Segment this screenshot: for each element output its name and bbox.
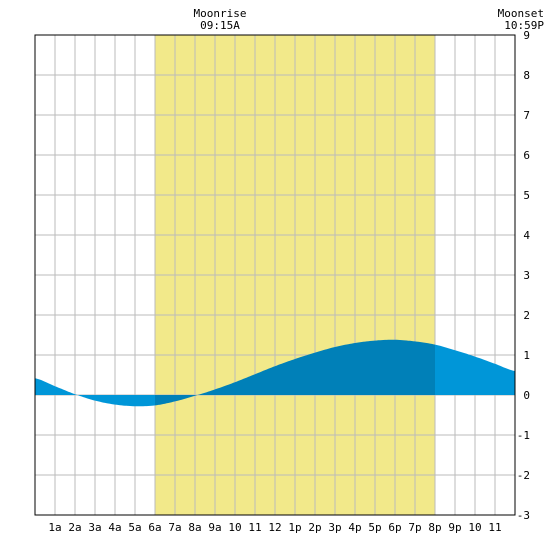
x-tick-label: 4a	[108, 521, 121, 534]
x-tick-label: 3p	[328, 521, 341, 534]
x-tick-label: 1p	[288, 521, 301, 534]
x-tick-label: 6p	[388, 521, 401, 534]
y-tick-label: 4	[523, 229, 530, 242]
moonrise-annotation: Moonrise 09:15A	[194, 7, 247, 32]
moonset-time: 10:59P	[504, 19, 544, 32]
x-tick-labels: 1a 2a 3a 4a 5a 6a 7a 8a 9a 10 11 12 1p 2p 3p 4p 5p 6p 7p 8p…	[48, 521, 501, 534]
y-tick-label: 1	[523, 349, 530, 362]
y-tick-label: 6	[523, 149, 530, 162]
x-tick-label: 7a	[168, 521, 181, 534]
x-tick-label: 12	[268, 521, 281, 534]
x-tick-label: 7p	[408, 521, 421, 534]
x-tick-label: 8p	[428, 521, 441, 534]
y-tick-label: 8	[523, 69, 530, 82]
x-tick-label: 10	[468, 521, 481, 534]
tide-area-night-early	[35, 378, 155, 407]
moonset-annotation: Moonset 10:59P	[498, 7, 545, 32]
y-tick-label: -2	[517, 469, 530, 482]
tide-area-daylight	[155, 339, 435, 406]
y-tick-label: 5	[523, 189, 530, 202]
x-tick-label: 1a	[48, 521, 61, 534]
y-tick-labels: -3 -2 -1 0 1 2 3 4 5 6 7 8 9	[517, 29, 531, 522]
x-tick-label: 3a	[88, 521, 101, 534]
y-tick-label: 9	[523, 29, 530, 42]
y-tick-label: -1	[517, 429, 530, 442]
y-tick-label: 3	[523, 269, 530, 282]
x-tick-label: 2a	[68, 521, 81, 534]
x-tick-label: 11	[248, 521, 261, 534]
plot-frame	[34, 34, 516, 516]
x-tick-label: 10	[228, 521, 241, 534]
tide-area-night-late	[435, 344, 515, 395]
x-tick-label: 5a	[128, 521, 141, 534]
tide-area-layer	[35, 339, 515, 407]
y-tick-label: 0	[523, 389, 530, 402]
x-tick-label: 9a	[208, 521, 221, 534]
y-tick-label: 7	[523, 109, 530, 122]
x-tick-label: 5p	[368, 521, 381, 534]
x-tick-label: 8a	[188, 521, 201, 534]
moonset-label: Moonset	[498, 7, 544, 20]
y-tick-label: 2	[523, 309, 530, 322]
x-tick-label: 2p	[308, 521, 321, 534]
moonrise-label: Moonrise	[194, 7, 247, 20]
y-tick-label: -3	[517, 509, 530, 522]
moonrise-time: 09:15A	[200, 19, 240, 32]
x-tick-label: 4p	[348, 521, 361, 534]
grid-layer	[35, 35, 515, 515]
x-tick-label: 9p	[448, 521, 461, 534]
x-tick-label: 6a	[148, 521, 161, 534]
x-tick-label: 11	[488, 521, 501, 534]
